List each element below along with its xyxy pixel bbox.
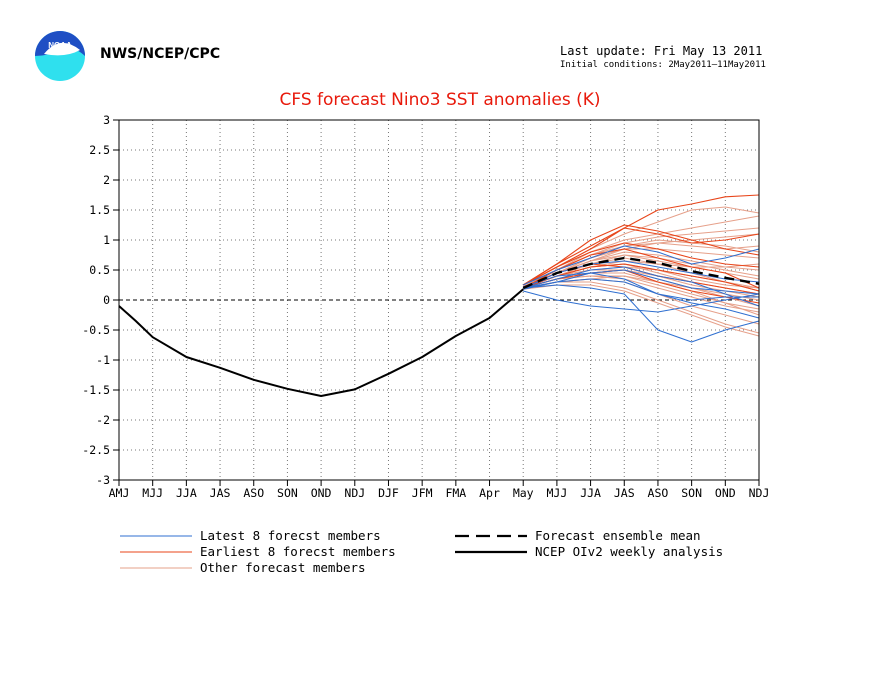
legend-label: NCEP OIv2 weekly analysis — [535, 544, 723, 559]
x-tick-label: May — [513, 486, 534, 500]
latest-member-line — [523, 278, 760, 319]
analysis-line — [118, 288, 524, 397]
y-tick-label: -2.5 — [82, 443, 110, 457]
x-tick-label: NDJ — [344, 486, 365, 500]
chart-title: CFS forecast Nino3 SST anomalies (K) — [279, 90, 601, 110]
latest-member-line — [523, 269, 760, 295]
x-tick-label: FMA — [445, 486, 466, 500]
x-tick-label: ASO — [648, 486, 669, 500]
earliest-member-line — [522, 242, 760, 286]
x-tick-label: OND — [715, 486, 736, 500]
x-tick-label: JAS — [210, 486, 231, 500]
x-tick-label: MJJ — [547, 486, 568, 500]
y-tick-label: -1 — [96, 353, 110, 367]
latest-member-line — [523, 272, 759, 301]
y-tick-label: -1.5 — [82, 383, 110, 397]
noaa-logo: NOAA — [35, 31, 85, 81]
earliest-member-line — [522, 224, 760, 286]
y-tick-label: 2.5 — [89, 143, 110, 157]
x-tick-label: SON — [277, 486, 298, 500]
x-tick-label: JAS — [614, 486, 635, 500]
initial-conditions: Initial conditions: 2May2011—11May2011 — [560, 60, 766, 70]
y-tick-label: 1.5 — [89, 203, 110, 217]
y-tick-label: 1 — [103, 233, 110, 247]
latest-member-line — [523, 284, 760, 343]
logo-text: NOAA — [48, 41, 72, 50]
earliest-member-line — [523, 263, 760, 292]
x-tick-label: OND — [311, 486, 332, 500]
y-tick-label: -3 — [96, 473, 110, 487]
last-update: Last update: Fri May 13 2011 — [560, 44, 763, 58]
x-tick-label: ASO — [243, 486, 264, 500]
y-tick-label: -0.5 — [82, 323, 110, 337]
other-member-line — [523, 281, 760, 334]
x-tick-label: MJJ — [142, 486, 163, 500]
y-tick-label: 0.5 — [89, 263, 110, 277]
x-tick-label: NDJ — [749, 486, 770, 500]
x-tick-label: JJA — [580, 486, 601, 500]
y-tick-label: 0 — [103, 293, 110, 307]
y-tick-label: 3 — [103, 113, 110, 127]
latest-member-line — [522, 245, 760, 286]
plot-frame — [118, 119, 760, 481]
x-tick-label: SON — [681, 486, 702, 500]
x-tick-label: Apr — [479, 486, 500, 500]
other-member-line — [523, 275, 760, 310]
earliest-member-line — [522, 194, 760, 286]
latest-member-line — [522, 260, 760, 289]
legend-label: Forecast ensemble mean — [535, 528, 701, 543]
legend-label: Latest 8 forecst members — [200, 528, 381, 543]
y-tick-label: -2 — [96, 413, 110, 427]
y-tick-label: 2 — [103, 173, 110, 187]
latest-member-line — [523, 290, 760, 313]
x-tick-label: JJA — [176, 486, 197, 500]
legend-label: Earliest 8 forecst members — [200, 544, 396, 559]
grid — [119, 120, 759, 480]
x-tick-label: JFM — [412, 486, 433, 500]
latest-member-line — [523, 266, 760, 307]
other-member-line — [523, 278, 760, 325]
x-tick-label: DJF — [378, 486, 399, 500]
legend-label: Other forecast members — [200, 560, 366, 575]
agency-label: NWS/NCEP/CPC — [100, 46, 221, 62]
x-tick-label: AMJ — [109, 486, 130, 500]
